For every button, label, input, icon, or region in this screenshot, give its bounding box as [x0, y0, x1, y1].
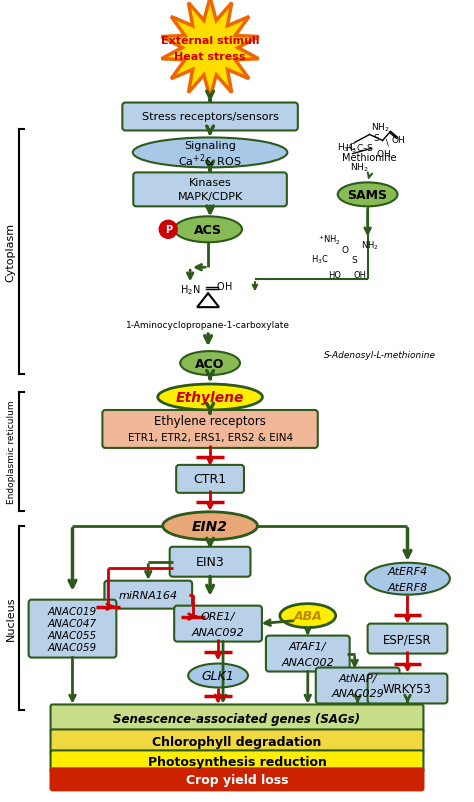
- Text: ANAC019: ANAC019: [48, 606, 97, 616]
- FancyBboxPatch shape: [266, 636, 350, 672]
- Text: $\!\!$OH: $\!\!$OH: [217, 280, 233, 292]
- Text: OH: OH: [392, 136, 405, 145]
- Ellipse shape: [158, 384, 263, 411]
- FancyBboxPatch shape: [174, 606, 262, 642]
- FancyBboxPatch shape: [51, 751, 423, 772]
- Text: WRKY53: WRKY53: [383, 683, 432, 695]
- Circle shape: [159, 221, 177, 239]
- Text: Crop yield loss: Crop yield loss: [186, 773, 288, 786]
- Text: H$_3$C: H$_3$C: [311, 253, 328, 266]
- Text: AtERF4: AtERF4: [387, 566, 428, 576]
- FancyBboxPatch shape: [176, 465, 244, 493]
- Text: ORE1/: ORE1/: [201, 611, 235, 621]
- Text: ANAC047: ANAC047: [48, 618, 97, 628]
- Text: CTR1: CTR1: [193, 472, 227, 486]
- Text: miRNA164: miRNA164: [118, 590, 178, 600]
- Text: Ethylene receptors: Ethylene receptors: [154, 415, 266, 428]
- Text: Nucleus: Nucleus: [6, 596, 16, 641]
- Text: ANAC092: ANAC092: [191, 627, 245, 637]
- Text: Stress receptors/sensors: Stress receptors/sensors: [142, 112, 279, 123]
- Text: OH: OH: [353, 270, 366, 279]
- Polygon shape: [162, 0, 259, 99]
- Text: Methionine: Methionine: [342, 153, 397, 164]
- Text: S: S: [352, 255, 357, 265]
- Text: Cytoplasm: Cytoplasm: [6, 223, 16, 282]
- Ellipse shape: [180, 351, 240, 375]
- Text: P: P: [164, 225, 172, 235]
- Text: Photosynthesis reduction: Photosynthesis reduction: [147, 755, 327, 768]
- FancyBboxPatch shape: [51, 705, 423, 732]
- FancyBboxPatch shape: [51, 768, 423, 790]
- Text: EIN3: EIN3: [196, 556, 225, 569]
- FancyBboxPatch shape: [51, 730, 423, 753]
- Text: ANAC055: ANAC055: [48, 630, 97, 640]
- Text: AtNAP/: AtNAP/: [338, 673, 377, 683]
- Text: H$_2$N: H$_2$N: [180, 283, 201, 297]
- Text: MAPK/CDPK: MAPK/CDPK: [177, 192, 243, 202]
- Text: HO: HO: [328, 270, 341, 279]
- Text: ACO: ACO: [195, 357, 225, 370]
- Text: $^{+}$NH$_2$: $^{+}$NH$_2$: [319, 233, 341, 246]
- Text: SAMS: SAMS: [347, 188, 388, 201]
- Text: NH$_2$: NH$_2$: [371, 121, 390, 134]
- Text: Heat stress: Heat stress: [174, 51, 246, 62]
- Ellipse shape: [133, 138, 287, 168]
- Ellipse shape: [365, 563, 450, 595]
- FancyBboxPatch shape: [368, 674, 447, 703]
- Text: Ethylene: Ethylene: [176, 391, 244, 404]
- Text: ACS: ACS: [194, 224, 222, 237]
- Text: ANAC059: ANAC059: [48, 642, 97, 652]
- Text: S: S: [374, 134, 380, 143]
- Text: Chlorophyll degradation: Chlorophyll degradation: [152, 735, 322, 748]
- Text: H$_3$C: H$_3$C: [337, 141, 356, 153]
- Text: NH$_2$: NH$_2$: [361, 239, 378, 251]
- Ellipse shape: [280, 604, 336, 628]
- FancyBboxPatch shape: [122, 103, 298, 132]
- Text: 1-Aminocyclopropane-1-carboxylate: 1-Aminocyclopropane-1-carboxylate: [126, 320, 290, 330]
- Text: ABA: ABA: [293, 610, 322, 622]
- Text: EIN2: EIN2: [192, 519, 228, 533]
- FancyBboxPatch shape: [368, 624, 447, 654]
- Text: ATAF1/: ATAF1/: [289, 641, 327, 650]
- Text: ANAC029: ANAC029: [331, 689, 384, 699]
- Text: $\!\!\!$OH: $\!\!\!$OH: [377, 148, 392, 159]
- Text: Senescence-associated genes (SAGs): Senescence-associated genes (SAGs): [113, 712, 361, 725]
- Ellipse shape: [188, 664, 248, 687]
- Text: GLK1: GLK1: [201, 669, 235, 683]
- Text: ANAC002: ANAC002: [282, 657, 334, 666]
- FancyBboxPatch shape: [102, 411, 318, 448]
- Text: External stimuli: External stimuli: [161, 35, 259, 46]
- FancyBboxPatch shape: [170, 547, 250, 577]
- Ellipse shape: [163, 512, 257, 540]
- Text: ESP/ESR: ESP/ESR: [383, 632, 432, 646]
- FancyBboxPatch shape: [133, 173, 287, 207]
- Text: O: O: [341, 245, 348, 254]
- Text: NH$_2$: NH$_2$: [350, 161, 369, 173]
- Ellipse shape: [174, 217, 242, 243]
- Text: Ca$^{+2}$& ROS: Ca$^{+2}$& ROS: [178, 152, 242, 168]
- Text: H$_3$C–S: H$_3$C–S: [345, 142, 374, 155]
- Text: Signaling: Signaling: [184, 141, 236, 152]
- Text: ETR1, ETR2, ERS1, ERS2 & EIN4: ETR1, ETR2, ERS1, ERS2 & EIN4: [128, 432, 292, 443]
- FancyBboxPatch shape: [104, 581, 192, 609]
- Text: Kinases: Kinases: [189, 178, 231, 188]
- Text: Endoplasmic reticulum: Endoplasmic reticulum: [7, 400, 16, 504]
- Text: S-Adenosyl-L-methionine: S-Adenosyl-L-methionine: [324, 350, 436, 359]
- Text: AtERF8: AtERF8: [387, 582, 428, 592]
- FancyBboxPatch shape: [28, 600, 116, 658]
- Ellipse shape: [337, 183, 398, 207]
- FancyBboxPatch shape: [316, 668, 400, 703]
- Text: $\!\!\!\backslash$: $\!\!\!\backslash$: [384, 137, 391, 148]
